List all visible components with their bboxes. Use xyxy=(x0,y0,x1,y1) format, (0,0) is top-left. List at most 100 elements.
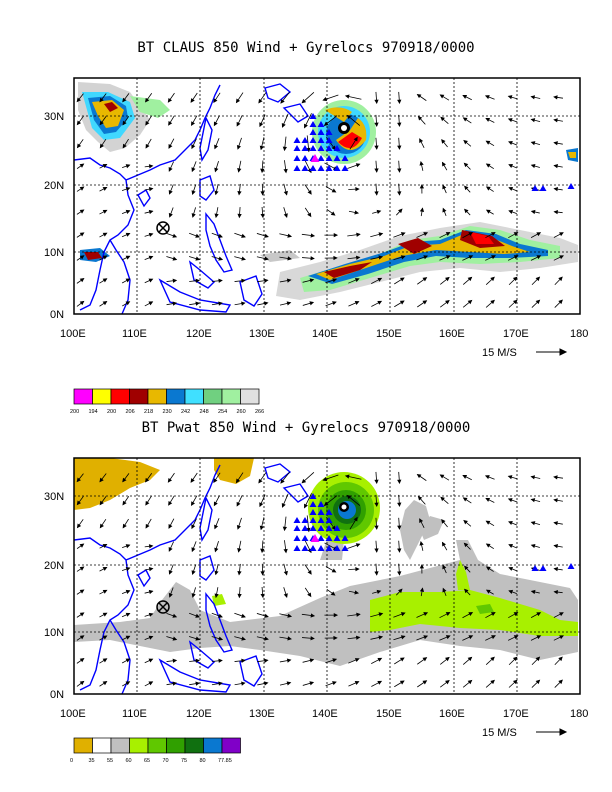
legend-label: 248 xyxy=(200,409,209,415)
wind-arrowhead xyxy=(76,143,82,149)
wind-arrowhead xyxy=(264,233,269,238)
wind-arrowhead xyxy=(283,190,288,196)
wind-arrowhead xyxy=(440,116,445,122)
wind-arrowhead xyxy=(213,478,218,484)
wind-arrowhead xyxy=(236,121,241,127)
wind-arrowhead xyxy=(214,190,219,196)
wind-arrowhead xyxy=(79,680,85,686)
legend-label: 230 xyxy=(163,409,172,415)
wind-arrowhead xyxy=(125,164,131,169)
wind-arrowhead xyxy=(236,501,241,507)
wind-arrowhead xyxy=(122,477,127,483)
wind-arrowhead xyxy=(463,139,468,145)
wind-arrowhead xyxy=(354,278,360,283)
wind-arrowhead xyxy=(331,525,336,531)
wind-arrowhead xyxy=(490,232,496,237)
wind-arrowhead xyxy=(419,207,425,212)
x-label: 150E xyxy=(376,328,402,340)
wind-arrowhead xyxy=(237,593,242,599)
gyre-triangle xyxy=(317,517,325,523)
wind-arrowhead xyxy=(468,612,474,616)
wind-arrowhead xyxy=(484,95,490,100)
wind-arrowhead xyxy=(190,478,195,483)
wind-arrowhead xyxy=(306,527,311,533)
legend-label: 194 xyxy=(89,409,98,415)
gyre-triangle xyxy=(341,545,349,551)
wind-arrowhead xyxy=(79,300,85,306)
gyre-triangle xyxy=(325,509,333,515)
wind-arrowhead xyxy=(417,495,423,501)
legend-swatch xyxy=(240,388,260,405)
gyre-triangle xyxy=(341,535,349,541)
wind-arrowhead xyxy=(241,613,246,618)
wind-arrowhead xyxy=(507,475,513,480)
wind-arrowhead xyxy=(354,590,359,595)
wind-arrowhead xyxy=(374,168,379,173)
wind-arrowhead xyxy=(346,494,352,500)
wind-arrowhead xyxy=(309,681,315,686)
gyre-triangle xyxy=(301,545,309,551)
wind-arrowhead xyxy=(306,147,311,153)
wind-arrowhead xyxy=(286,301,292,306)
wind-arrowhead xyxy=(148,681,154,686)
wind-arrowhead xyxy=(259,525,264,531)
scale-label: 15 M/S xyxy=(482,347,517,359)
wind-arrowhead xyxy=(259,502,264,508)
wind-arrowhead xyxy=(374,502,379,507)
wind-arrowhead xyxy=(148,635,154,640)
wind-arrowhead xyxy=(378,635,384,640)
wind-arrowhead xyxy=(468,635,474,640)
wind-arrowhead xyxy=(464,208,469,214)
wind-arrowhead xyxy=(236,145,241,150)
wind-arrowhead xyxy=(102,635,108,640)
wind-arrowhead xyxy=(191,524,196,530)
wind-arrowhead xyxy=(191,213,196,218)
wind-arrowhead xyxy=(490,299,495,305)
wind-arrowhead xyxy=(79,543,85,548)
wind-arrowhead xyxy=(398,208,403,214)
gyre-triangle xyxy=(309,145,317,151)
gyre-center-triangle xyxy=(310,534,320,542)
wind-arrowhead xyxy=(399,277,405,282)
wind-arrowhead xyxy=(530,589,536,595)
wind-arrowhead xyxy=(99,143,104,149)
gyre-triangles xyxy=(293,493,575,571)
wind-arrowhead xyxy=(280,479,285,484)
wind-arrowhead xyxy=(102,567,108,571)
gyre-triangle xyxy=(317,137,325,143)
wind-arrowhead xyxy=(530,544,536,549)
wind-arrowhead xyxy=(145,120,150,126)
wind-arrowhead xyxy=(536,232,542,237)
wind-arrowhead xyxy=(214,547,219,553)
wind-arrowhead xyxy=(507,95,513,100)
legend-label: 266 xyxy=(255,409,264,415)
wind-arrowhead xyxy=(423,232,429,237)
wind-arrowhead xyxy=(419,138,424,143)
wind-arrowhead xyxy=(333,635,338,641)
wind-arrowhead xyxy=(168,121,173,126)
wind-arrowhead xyxy=(462,497,468,502)
wind-arrowhead xyxy=(235,98,241,104)
wind-arrowhead xyxy=(485,566,491,571)
wind-arrowhead xyxy=(99,120,104,126)
wind-arrowhead xyxy=(553,95,558,100)
wind-arrowhead xyxy=(422,657,428,662)
wind-arrowhead xyxy=(374,479,379,485)
wind-arrowhead xyxy=(323,121,329,126)
wind-arrowhead xyxy=(397,548,402,553)
legend-swatch xyxy=(203,737,223,754)
x-label: 120E xyxy=(186,708,212,720)
wind-arrowhead xyxy=(236,525,241,530)
wind-arrowhead xyxy=(167,97,173,103)
gyre-triangle xyxy=(317,121,325,127)
crossed-circle-marker xyxy=(156,221,170,235)
wind-arrowhead xyxy=(377,277,383,282)
x-label: 100E xyxy=(60,328,86,340)
wind-arrowhead xyxy=(241,636,246,641)
wind-arrowhead xyxy=(76,523,82,529)
wind-arrowhead xyxy=(168,501,173,506)
wind-arrowhead xyxy=(377,300,383,305)
wind-arrowhead xyxy=(553,164,558,169)
legend-swatch xyxy=(221,737,241,754)
wind-arrowhead xyxy=(195,681,200,686)
